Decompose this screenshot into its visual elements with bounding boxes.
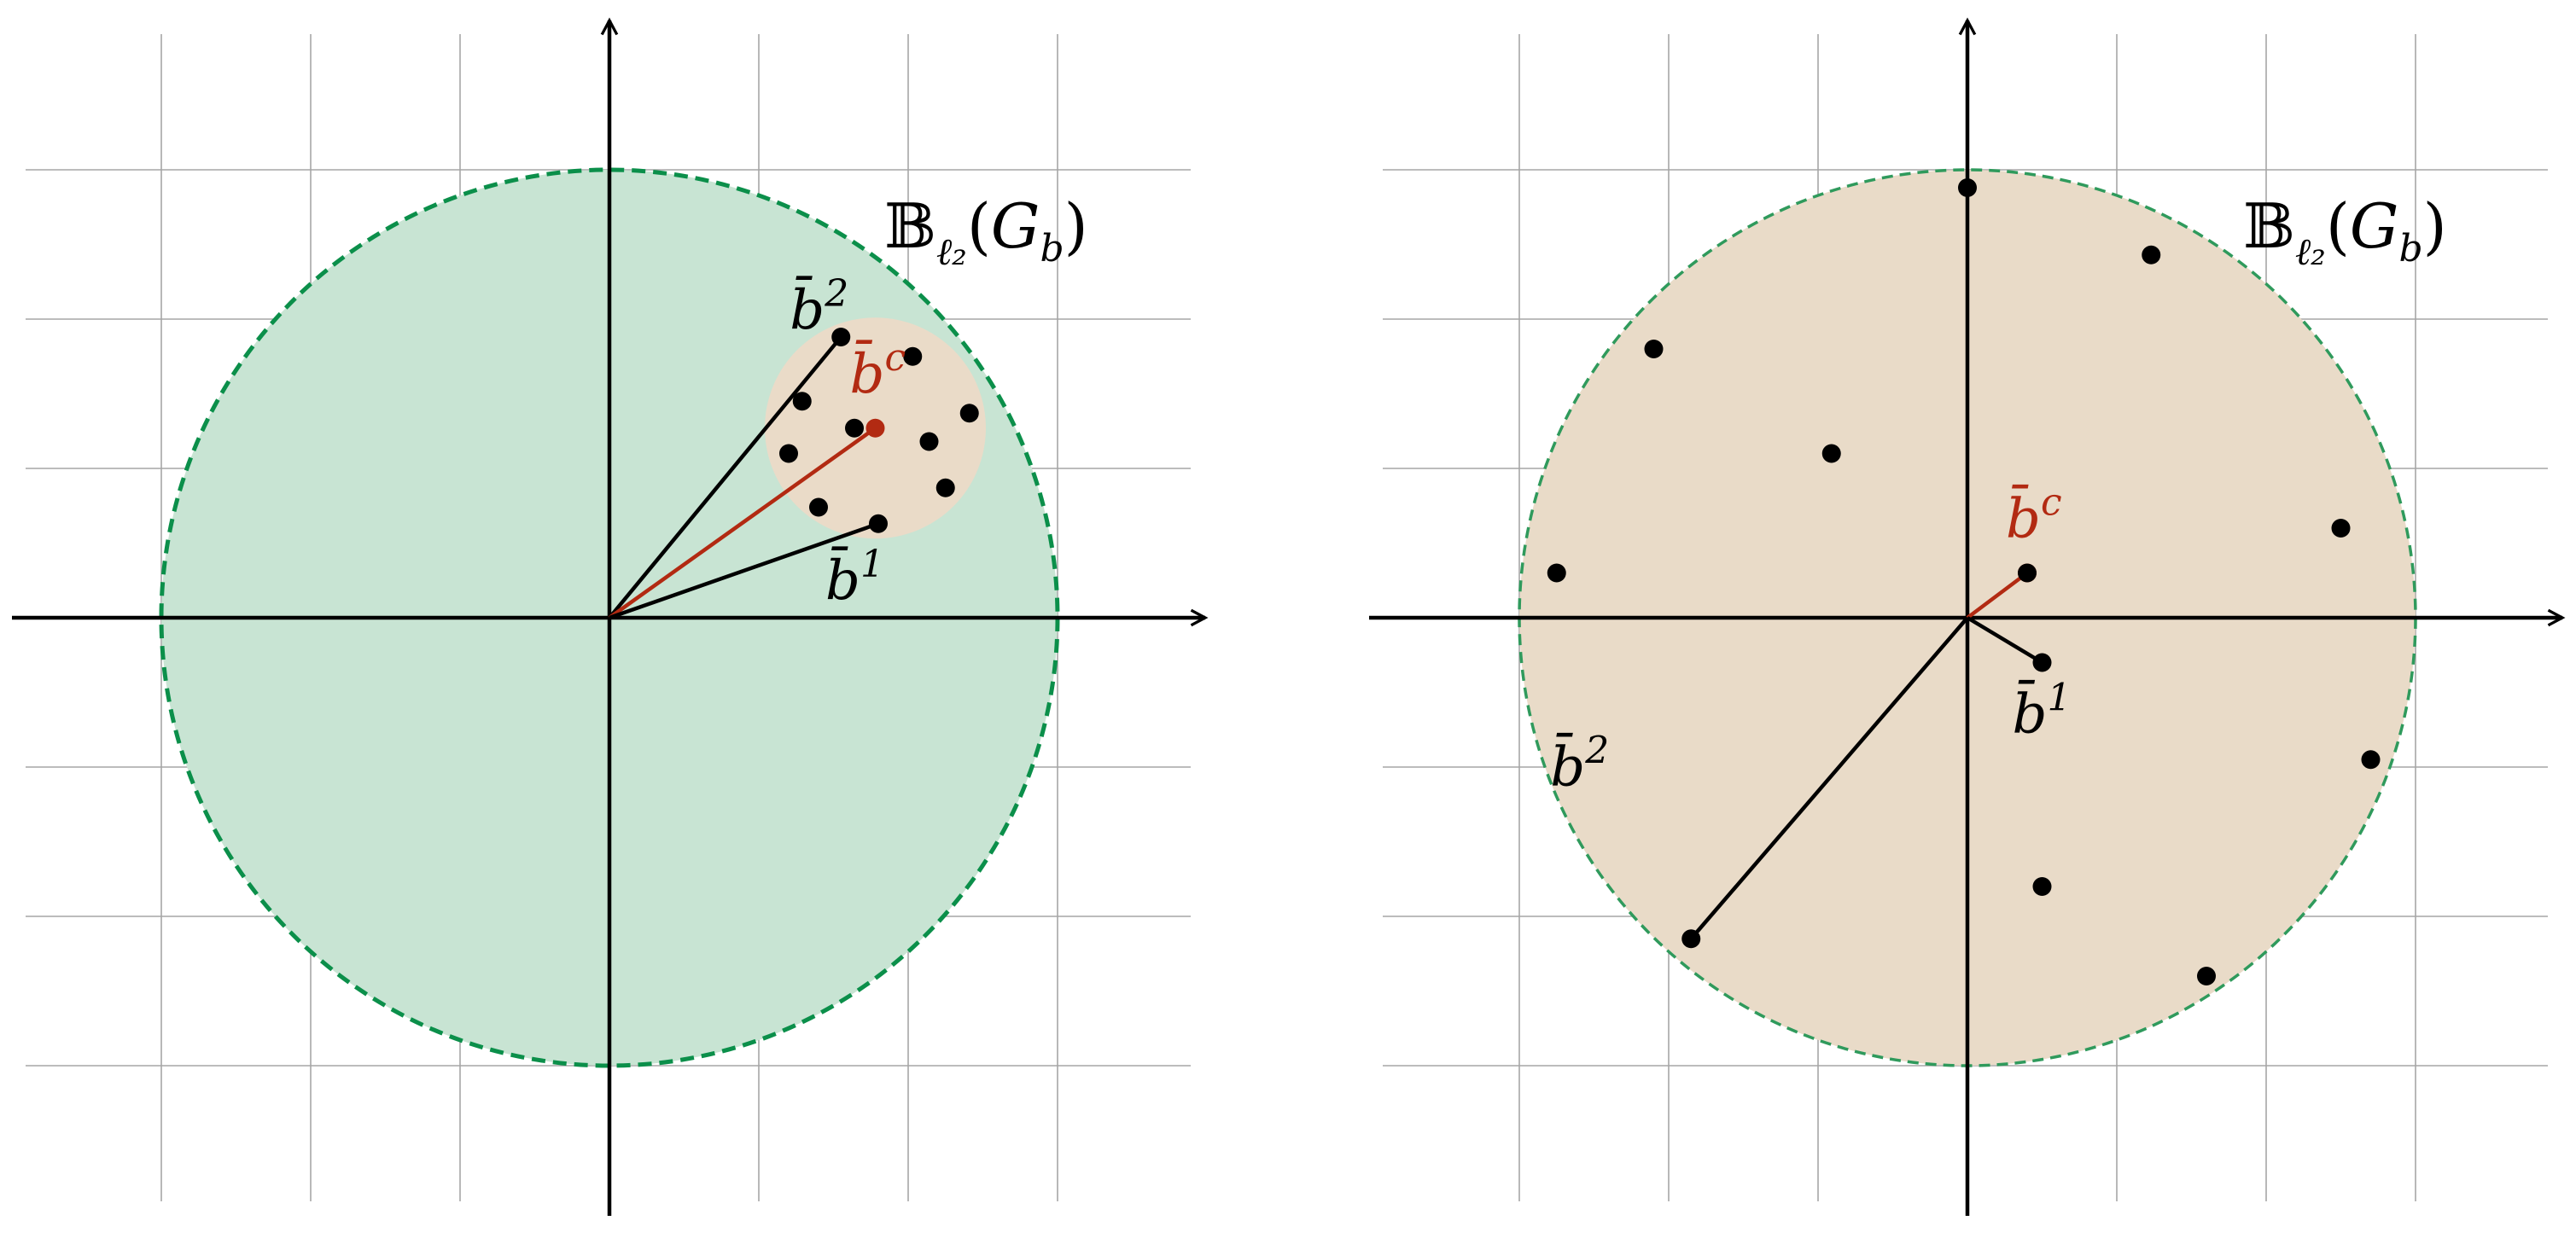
sample-point — [1958, 178, 1977, 197]
center-point — [865, 418, 885, 438]
sample-point — [809, 497, 828, 517]
right-vector-labels: b̄c b̄1 b̄2 — [1550, 481, 2071, 799]
vector-b1 — [1966, 616, 2043, 665]
vector-b2 — [1689, 616, 1969, 939]
sample-point — [1681, 929, 1701, 949]
sample-point — [935, 478, 955, 497]
sample-point — [779, 444, 798, 463]
sample-point — [792, 392, 812, 411]
vector-label-b1: b̄1 — [2013, 677, 2072, 747]
sample-point — [869, 514, 888, 533]
vector-b2 — [608, 337, 842, 619]
vector-label-b2: b̄2 — [790, 272, 848, 342]
vector-bc — [608, 426, 876, 619]
sample-point — [919, 432, 939, 451]
left-ball-label: 𝔹ℓ₂(Gb) — [884, 190, 1088, 274]
vector-bc — [1966, 571, 2027, 619]
sample-point — [1821, 444, 1841, 463]
sample-point — [2032, 877, 2052, 896]
right-points — [1547, 178, 2381, 985]
left-panel: b̄2b̄c b̄1 𝔹ℓ₂(Gb) — [12, 20, 1205, 1216]
sample-point — [1644, 340, 1664, 358]
sample-point — [2197, 967, 2216, 985]
sample-point — [2018, 563, 2037, 583]
right-ball-label: 𝔹ℓ₂(Gb) — [2243, 190, 2447, 274]
vector-label-b1: b̄1 — [825, 543, 884, 613]
left-vector-labels: b̄2b̄c b̄1 — [790, 272, 906, 613]
vector-b1 — [609, 524, 878, 620]
sample-point — [903, 346, 923, 366]
left-axes — [12, 20, 1205, 1216]
sample-point — [2331, 519, 2351, 538]
sample-point — [2142, 245, 2161, 264]
left-vectors — [608, 337, 885, 620]
sample-point — [845, 418, 864, 438]
sample-point — [1547, 563, 1566, 583]
vector-label-b2: b̄2 — [1550, 729, 1609, 799]
sample-point — [959, 404, 979, 423]
sample-point — [831, 328, 851, 346]
vector-label-bc: b̄c — [850, 336, 906, 406]
vector-label-bc: b̄c — [2006, 481, 2062, 551]
sample-point — [2361, 750, 2381, 770]
left-points — [779, 328, 979, 533]
sample-point — [2032, 653, 2052, 672]
right-panel: b̄c b̄1 b̄2 𝔹ℓ₂(Gb) — [1369, 20, 2562, 1216]
